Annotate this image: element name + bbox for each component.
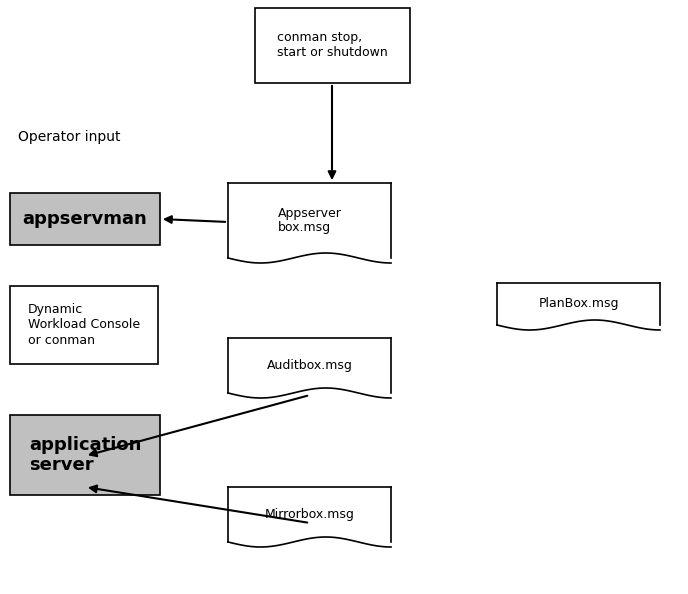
- Text: Dynamic
Workload Console
or conman: Dynamic Workload Console or conman: [28, 304, 140, 346]
- Text: application
server: application server: [29, 435, 141, 475]
- Text: PlanBox.msg: PlanBox.msg: [538, 298, 619, 311]
- Bar: [255, 8, 410, 83]
- Bar: [228, 183, 391, 258]
- Text: conman stop,
start or shutdown: conman stop, start or shutdown: [277, 31, 388, 59]
- Text: Operator input: Operator input: [18, 130, 120, 144]
- Bar: [228, 338, 391, 393]
- Bar: [228, 487, 391, 542]
- Bar: [497, 283, 660, 325]
- Text: Mirrorbox.msg: Mirrorbox.msg: [265, 508, 354, 521]
- Bar: [10, 286, 158, 364]
- Text: appservman: appservman: [23, 210, 147, 228]
- Text: Auditbox.msg: Auditbox.msg: [266, 359, 352, 372]
- Bar: [10, 415, 160, 495]
- Text: Appserver
box.msg: Appserver box.msg: [277, 207, 341, 235]
- Bar: [10, 193, 160, 245]
